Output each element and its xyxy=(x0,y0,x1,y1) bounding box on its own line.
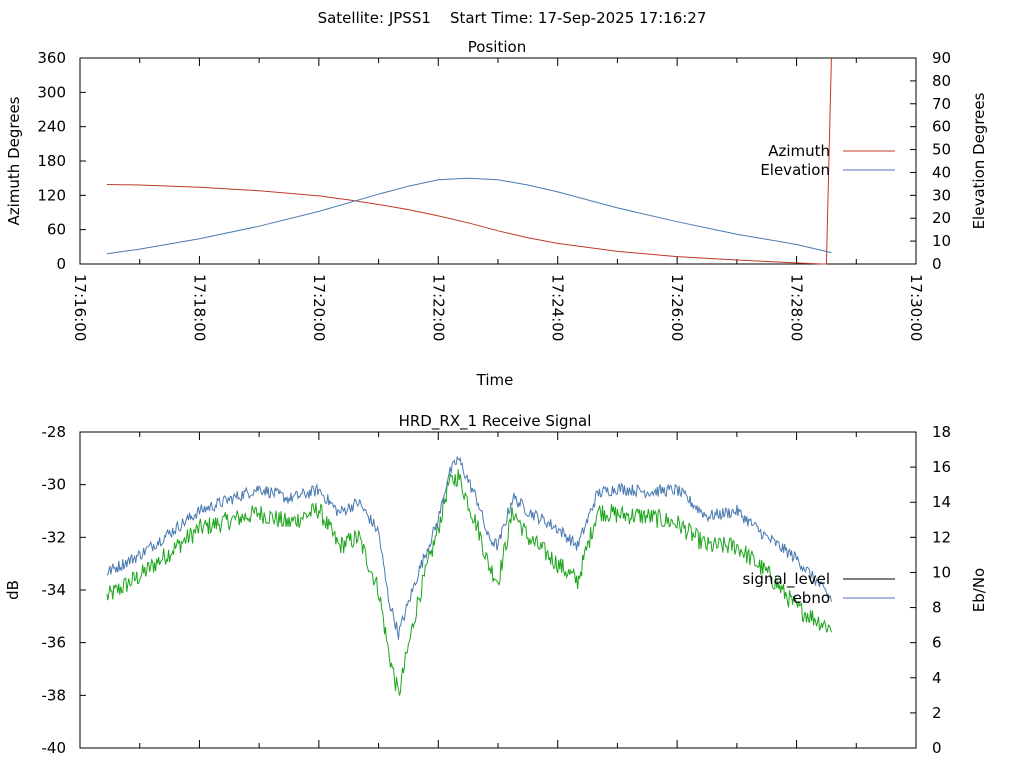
signal-y2-tick-label: 10 xyxy=(932,563,951,581)
position-y-tick-label: 0 xyxy=(56,255,66,273)
legend-ebno-label: ebno xyxy=(793,589,830,607)
position-y2-tick-label: 60 xyxy=(932,118,951,136)
receive-signal-plot-frame xyxy=(79,431,917,749)
position-chart-title: Position xyxy=(468,38,526,56)
position-y2-axis-label: Elevation Degrees xyxy=(970,92,988,229)
signal-y-tick-label: -36 xyxy=(42,634,67,652)
signal-y-tick-label: -38 xyxy=(42,686,67,704)
signal-y-tick-label: -30 xyxy=(42,476,67,494)
signal-y2-tick-label: 0 xyxy=(932,739,942,757)
position-y2-tick-label: 10 xyxy=(932,232,951,250)
signal-y2-tick-label: 16 xyxy=(932,458,951,476)
position-x-tick-label: 17:18:00 xyxy=(190,274,208,341)
position-y-tick-label: 180 xyxy=(37,152,66,170)
signal-y-tick-label: -28 xyxy=(42,423,67,441)
figure-title: Satellite: JPSS1 Start Time: 17-Sep-2025… xyxy=(318,9,707,27)
position-y2-tick-label: 80 xyxy=(932,72,951,90)
position-y2-tick-label: 0 xyxy=(932,255,942,273)
position-x-tick-label: 17:16:00 xyxy=(71,274,89,341)
position-y-axis-label: Azimuth Degrees xyxy=(5,96,23,225)
legend-azimuth-label: Azimuth xyxy=(768,142,830,160)
receive-signal-y2-axis-label: Eb/No xyxy=(970,568,988,612)
position-x-tick-label: 17:26:00 xyxy=(668,274,686,341)
receive-signal-chart-title: HRD_RX_1 Receive Signal xyxy=(399,412,592,431)
position-x-tick-label: 17:28:00 xyxy=(788,274,806,341)
position-y2-tick-label: 70 xyxy=(932,95,951,113)
position-x-tick-label: 17:30:00 xyxy=(907,274,925,341)
azimuth-line xyxy=(106,57,832,265)
signal-y-tick-label: -40 xyxy=(42,739,67,757)
position-y2-tick-label: 90 xyxy=(932,49,951,67)
position-y-tick-label: 60 xyxy=(47,221,66,239)
position-y-tick-label: 300 xyxy=(37,83,66,101)
position-y-tick-label: 360 xyxy=(37,49,66,67)
position-y-tick-label: 240 xyxy=(37,118,66,136)
signal-y-tick-label: -32 xyxy=(42,528,67,546)
ebno-secondary-line xyxy=(106,469,832,696)
signal-y2-tick-label: 6 xyxy=(932,634,942,652)
position-y-tick-label: 120 xyxy=(37,186,66,204)
elevation-line xyxy=(106,177,832,255)
position-x-tick-label: 17:22:00 xyxy=(429,274,447,341)
position-y2-tick-label: 20 xyxy=(932,209,951,227)
signal-y2-tick-label: 2 xyxy=(932,704,942,722)
position-x-axis-label: Time xyxy=(476,371,514,389)
receive-signal-y-axis-label: dB xyxy=(4,580,22,600)
signal-y-tick-label: -34 xyxy=(42,581,67,599)
ebno-line xyxy=(106,455,832,640)
signal-y2-tick-label: 12 xyxy=(932,528,951,546)
position-x-tick-label: 17:24:00 xyxy=(549,274,567,341)
signal-y2-tick-label: 8 xyxy=(932,599,942,617)
legend-elevation-label: Elevation xyxy=(760,161,830,179)
signal-y2-tick-label: 4 xyxy=(932,669,942,687)
position-y2-tick-label: 40 xyxy=(932,163,951,181)
position-y2-tick-label: 30 xyxy=(932,186,951,204)
legend-signal_level-label: signal_level xyxy=(742,570,830,589)
position-x-tick-label: 17:20:00 xyxy=(310,274,328,341)
receive-signal-panel: HRD_RX_1 Receive Signal dB Eb/No -40 -38 -… xyxy=(4,412,988,757)
position-y2-tick-label: 50 xyxy=(932,141,951,159)
signal-y2-tick-label: 18 xyxy=(932,423,951,441)
position-panel: Position Azimuth Degrees Elevation Degre… xyxy=(5,38,988,389)
signal-y2-tick-label: 14 xyxy=(932,493,951,511)
